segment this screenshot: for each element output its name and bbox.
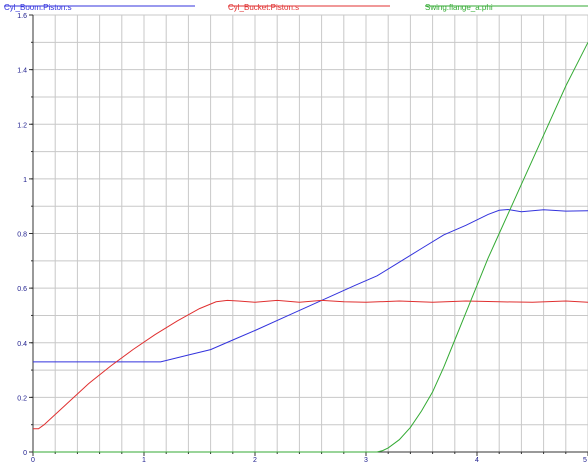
y-tick-label: 0.2: [17, 395, 27, 402]
x-tick-label: 5: [583, 457, 587, 463]
y-tick-label: 1.4: [17, 68, 27, 75]
y-tick-label: 1.2: [17, 122, 27, 129]
x-tick-label: 3: [364, 457, 368, 463]
legend: Cyl_Boom.Piston.s Cyl_Bucket.Piston.s Swin…: [4, 3, 588, 12]
legend-label-boom: Cyl_Boom.Piston.s: [4, 3, 72, 12]
y-tick-label: 0.8: [17, 232, 27, 239]
tick-labels: 0 1 2 3 4 5 0 0.2 0.4 0.6 0.8 1 1.2 1.4 1.6: [17, 13, 587, 463]
x-tick-label: 0: [31, 457, 35, 463]
x-tick-label: 4: [475, 457, 479, 463]
y-tick-label: 1: [23, 177, 27, 184]
y-tick-label: 0: [23, 450, 27, 457]
y-tick-label: 0.4: [17, 341, 27, 348]
x-tick-label: 1: [142, 457, 146, 463]
series-line-swing: [33, 42, 588, 453]
series-line-bucket: [33, 299, 588, 430]
series-line-boom: [33, 208, 588, 363]
y-tick-label: 1.6: [17, 13, 27, 20]
legend-label-bucket: Cyl_Bucket.Piston.s: [228, 3, 299, 12]
series-lines: [33, 42, 588, 453]
y-tick-label: 0.6: [17, 286, 27, 293]
x-tick-label: 2: [253, 457, 257, 463]
legend-label-swing: Swing.flange_a.phi: [425, 3, 493, 12]
